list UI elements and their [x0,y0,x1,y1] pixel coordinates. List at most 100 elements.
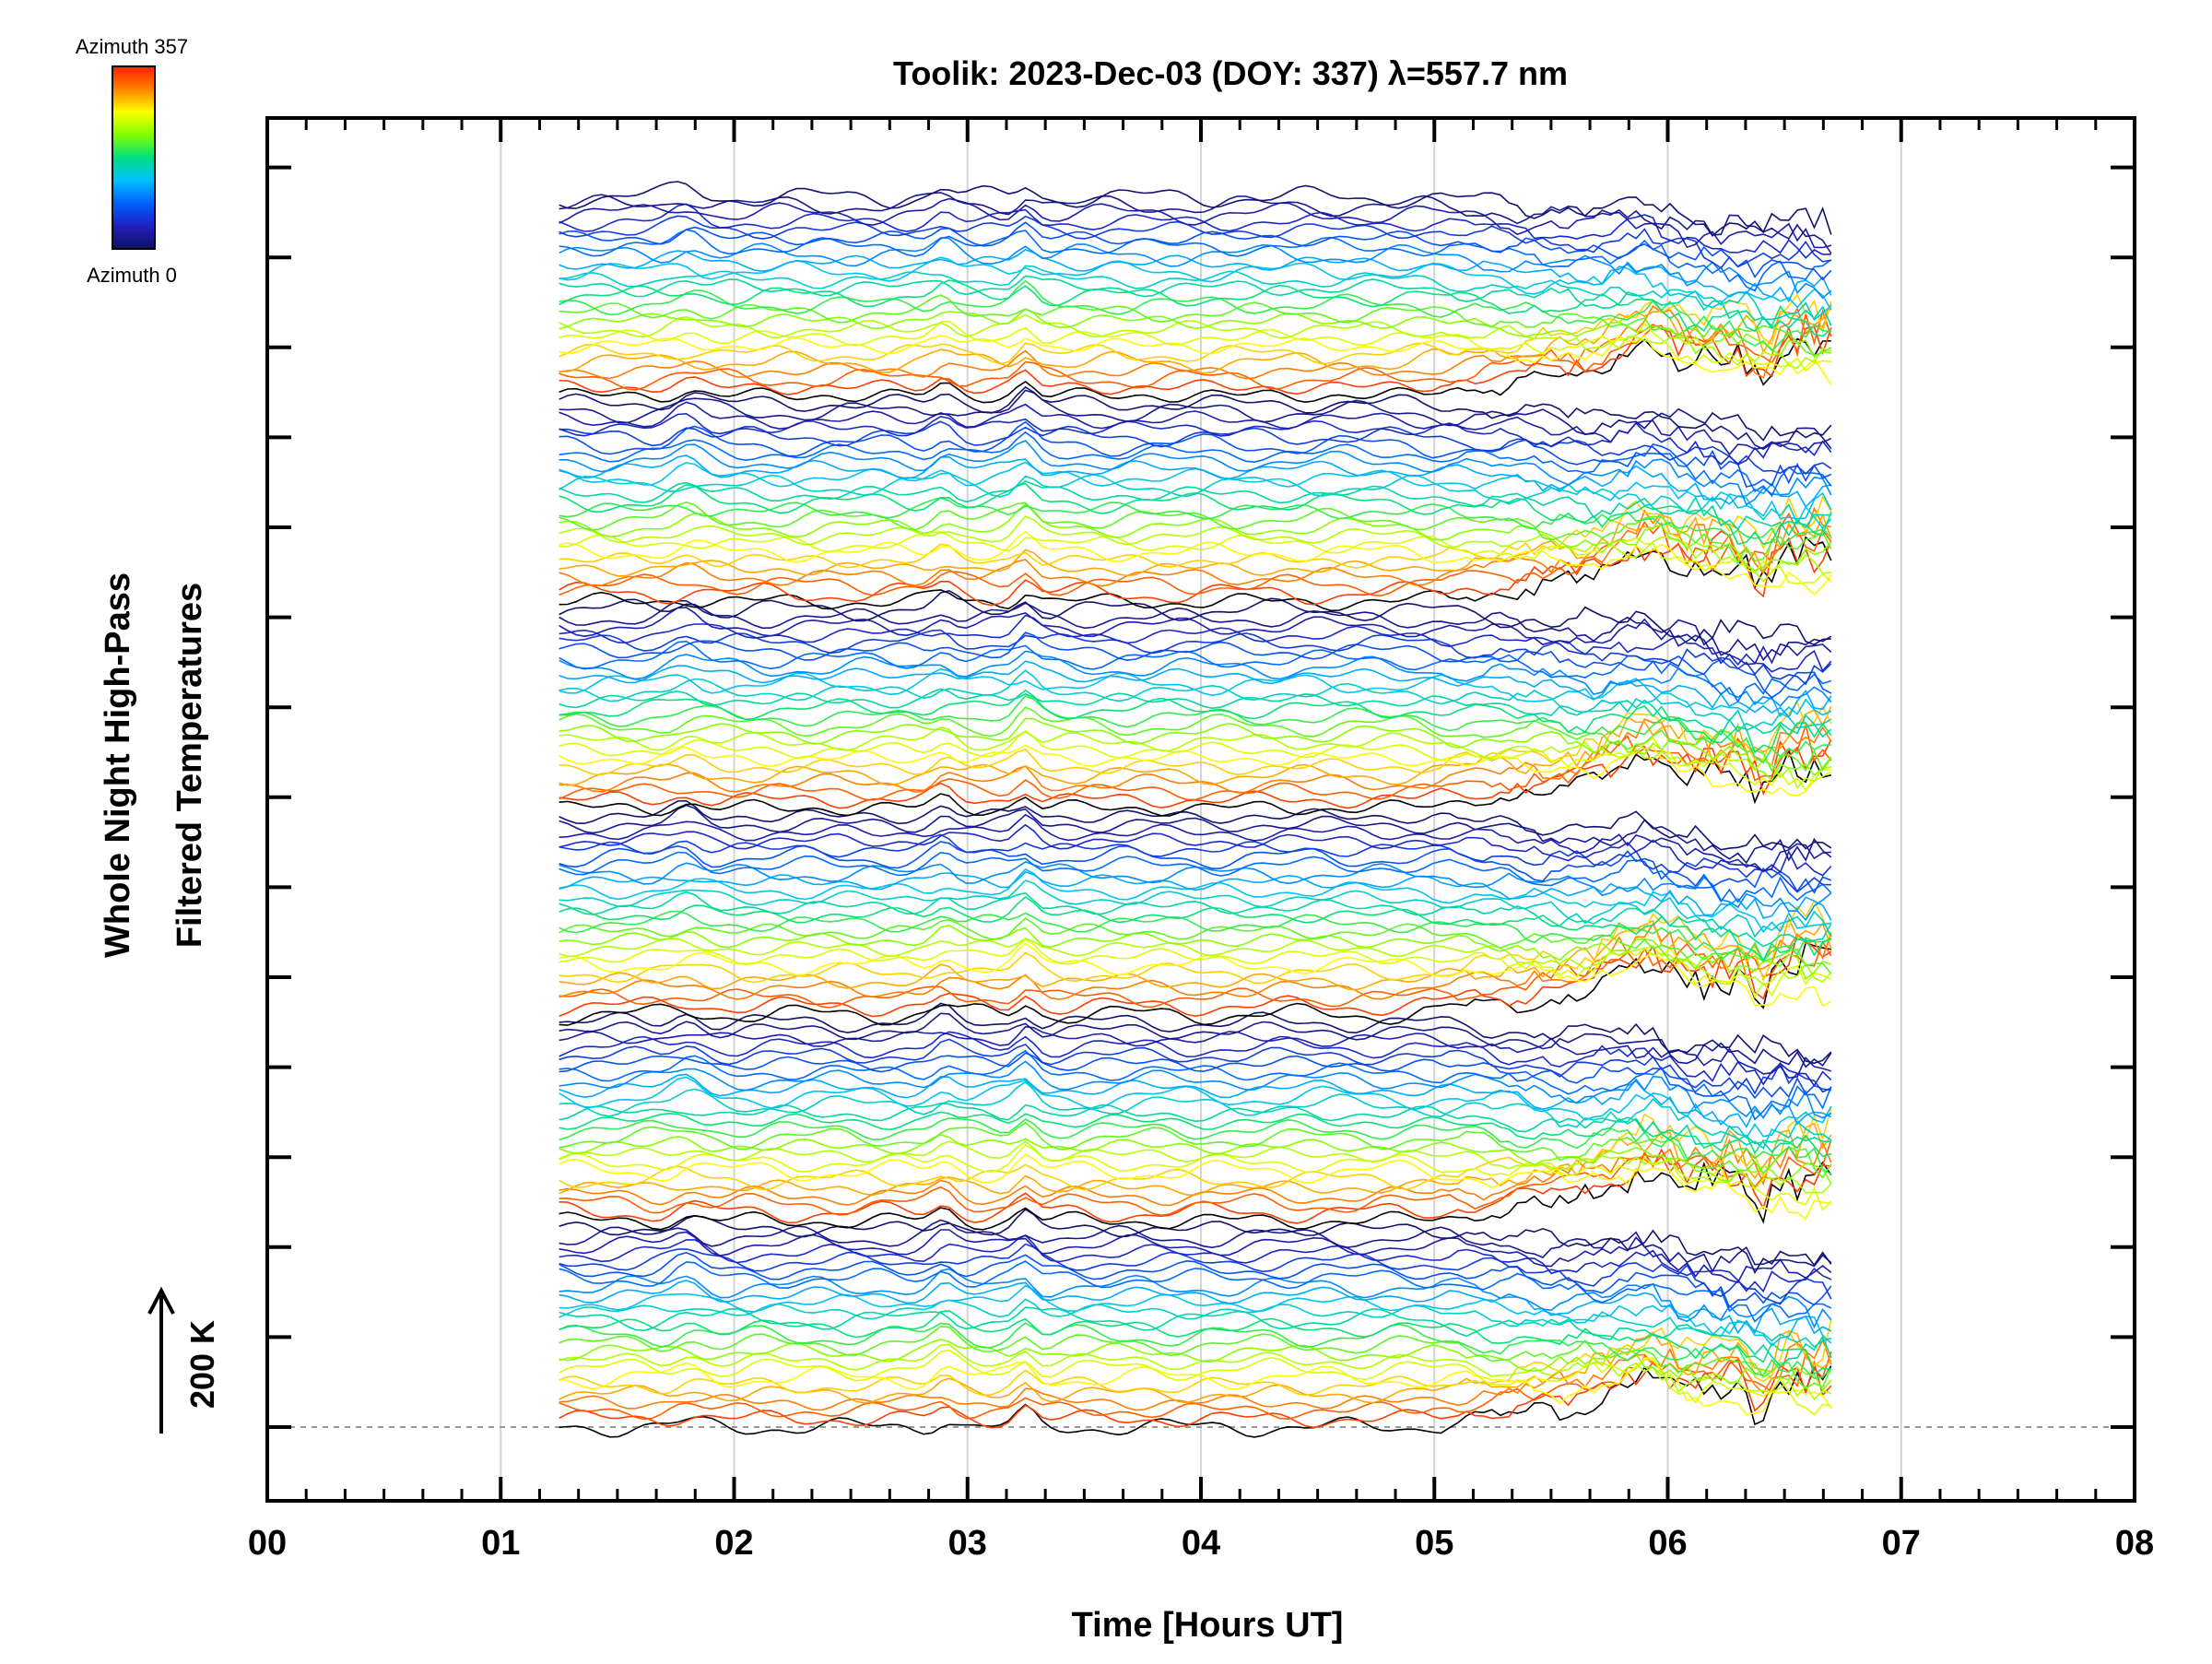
series-line-g1-a10 [559,1121,1832,1179]
series-line-g1-a17 [559,1060,1832,1120]
series-line-g4-a14 [559,472,1832,530]
series-line-g3-a5 [559,701,1832,776]
series-line-g5-a19 [559,221,1832,281]
series-line-g3-a8 [559,726,1831,789]
series-line-g0-a11 [559,1322,1832,1379]
series-line-g2-a4 [559,915,1832,991]
series-line-g5-a18 [559,229,1832,292]
series-line-g1-a22 [559,1025,1832,1080]
series-line-g1-a8 [559,1140,1832,1194]
series-line-g0-a10 [559,1325,1832,1390]
series-line-g1-a2 [559,1139,1832,1217]
series-line-g1-a16 [559,1073,1832,1129]
x-tick-label-07: 07 [1882,1524,1921,1563]
scale-arrow [147,1286,175,1434]
series-line-g2-a9 [559,925,1832,981]
series-line-g3-a15 [559,667,1832,718]
x-tick-label-00: 00 [248,1524,287,1563]
colorbar-bottom-label: Azimuth 0 [87,264,177,287]
series-line-g2-a13 [559,891,1832,948]
series-line-g5-a16 [559,248,1832,303]
series-line-g0-a8 [559,1343,1832,1401]
series-line-g1-a14 [559,1080,1832,1150]
series-line-g1-a9 [559,1134,1832,1185]
series-line-g2-a7 [559,938,1832,999]
series-line-g4-a6 [559,530,1832,596]
series-line-g3-a6 [559,742,1831,797]
series-line-g0-a16 [559,1279,1832,1335]
series-line-g1-a20 [559,1038,1832,1095]
series-line-g3-a19 [559,631,1832,699]
series-line-g4-a23 [559,389,1832,451]
series-line-g0-a20 [559,1243,1832,1305]
series-line-g3-a12 [559,689,1832,754]
series-line-g5-a1 [559,324,1832,395]
series-line-g2-a24 [559,799,1832,851]
series-line-g5-a10 [559,294,1832,357]
series-line-g2-a5 [559,899,1832,985]
series-line-g1-a18 [559,1049,1832,1121]
y-axis-label-line1: Whole Night High-Pass [99,572,137,958]
x-tick-label-08: 08 [2115,1524,2154,1563]
x-tick-label-02: 02 [714,1524,753,1563]
series-line-g1-a11 [559,1117,1832,1175]
series-line-g3-a24 [559,589,1831,646]
series-line-g2-a18 [559,851,1832,903]
scale-label: 200 K [183,1320,221,1409]
series-line-g4-a10 [559,502,1832,564]
series-line-g4-a20 [559,420,1832,476]
series-line-g2-a15 [559,868,1831,934]
series-line-g0-a3 [559,1338,1832,1411]
series-line-g2-a10 [559,917,1832,974]
series-line-g1-a24 [559,1002,1832,1065]
series-line-g4-a13 [559,480,1831,537]
series-line-g3-a10 [559,706,1832,773]
series-line-g5-a4 [559,304,1832,374]
colorbar-top-label: Azimuth 357 [76,35,188,58]
series-line-g2-a20 [559,833,1831,893]
series-line-g3-a0 [559,748,1831,817]
series-line-g4-a11 [559,497,1832,547]
series-line-g0-a12 [559,1309,1831,1375]
series-line-g1-a5 [559,1108,1832,1191]
series-line-g2-a8 [559,938,1832,986]
series-line-g5-a6 [559,334,1832,385]
series-line-g3-a20 [559,629,1832,686]
series-line-g5-a7 [559,320,1831,372]
series-line-g3-a1 [559,739,1832,809]
series-line-g2-a1 [559,933,1832,1018]
series-line-g2-a21 [559,823,1832,877]
series-line-g3-a11 [559,695,1831,764]
series-line-g5-a17 [559,237,1832,300]
colorbar: Azimuth 357 Azimuth 0 [76,35,188,287]
x-tick-label-01: 01 [481,1524,520,1563]
y-axis-label-line2: Filtered Temperatures [171,583,209,948]
series-line-g2-a0 [559,941,1831,1026]
series-line-g5-a20 [559,215,1831,269]
series-line-g1-a19 [559,1052,1831,1100]
series-line-g5-a24 [559,181,1832,237]
series-line-g2-a19 [559,841,1832,894]
series-line-g5-a13 [559,275,1832,329]
series-line-g4-a19 [559,420,1832,489]
series-line-g0-a14 [559,1298,1832,1349]
series-line-g0-a19 [559,1251,1832,1309]
series-line-g5-a23 [559,192,1832,254]
series-line-g4-a1 [559,530,1832,607]
series-line-g0-a7 [559,1349,1831,1416]
colorbar-swatch [112,65,156,250]
series-line-g2-a22 [559,813,1831,873]
series-line-g3-a4 [559,705,1832,786]
series-line-g1-a12 [559,1111,1832,1158]
series-layer [559,181,1832,1438]
series-line-g3-a9 [559,717,1832,782]
series-line-g3-a7 [559,729,1832,792]
series-line-g4-a12 [559,482,1832,546]
series-line-g5-a12 [559,279,1832,337]
series-line-g0-a23 [559,1219,1832,1273]
series-line-g5-a22 [559,197,1831,249]
series-line-g4-a0 [559,536,1832,612]
x-tick-label-05: 05 [1415,1524,1453,1563]
